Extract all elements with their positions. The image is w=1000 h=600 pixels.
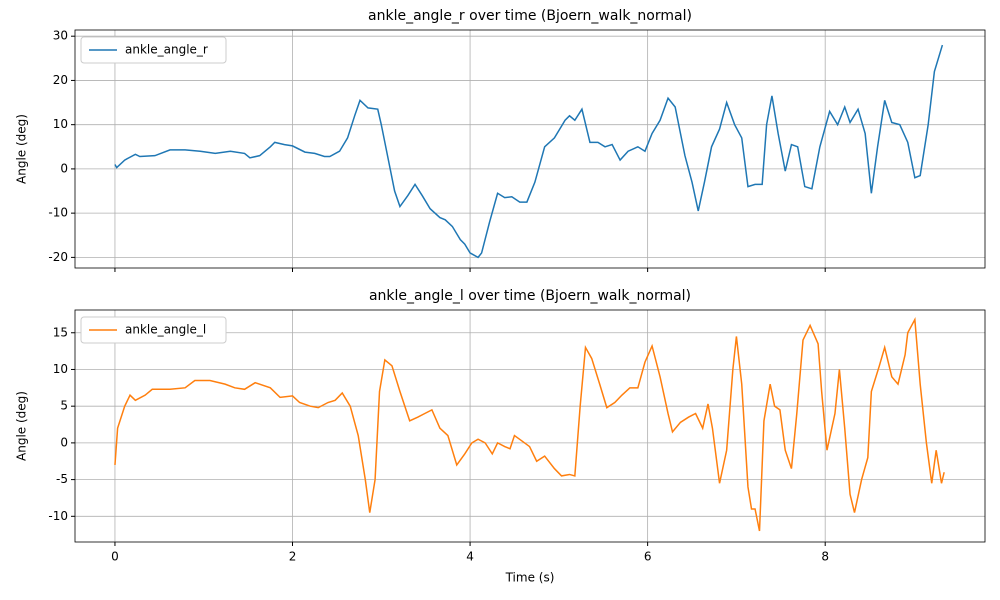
y-axis-label: Angle (deg) [15, 114, 29, 184]
y-tick-label: 5 [60, 399, 68, 413]
x-tick-label: 0 [111, 550, 119, 564]
chart-title: ankle_angle_r over time (Bjoern_walk_nor… [368, 8, 692, 24]
x-tick-label: 6 [644, 550, 652, 564]
legend-label: ankle_angle_r [125, 43, 208, 57]
x-tick-label: 4 [466, 550, 474, 564]
y-tick-label: -10 [48, 509, 68, 523]
axes-frame [74, 309, 986, 543]
legend-box [80, 316, 227, 344]
y-tick-label: 10 [53, 362, 68, 376]
data-line [114, 316, 945, 532]
x-axis-label: Time (s) [505, 571, 555, 585]
subplot: ankle_angle_l over time (Bjoern_walk_nor… [15, 288, 986, 585]
y-tick-label: 30 [53, 29, 68, 43]
chart-title: ankle_angle_l over time (Bjoern_walk_nor… [369, 288, 691, 304]
legend-box [80, 36, 227, 64]
y-tick-label: 15 [53, 325, 68, 339]
x-tick-label: 8 [821, 550, 829, 564]
y-axis-label: Angle (deg) [15, 391, 29, 461]
data-line [114, 44, 944, 259]
y-tick-label: 0 [60, 161, 68, 175]
legend-label: ankle_angle_l [125, 323, 206, 337]
x-tick-label: 2 [289, 550, 297, 564]
y-tick-label: -5 [56, 472, 68, 486]
y-tick-label: -20 [48, 250, 68, 264]
y-tick-label: 20 [53, 73, 68, 87]
y-tick-label: 0 [60, 435, 68, 449]
legend: ankle_angle_r [80, 36, 227, 64]
y-tick-label: 10 [53, 117, 68, 131]
y-tick-label: -10 [48, 206, 68, 220]
legend: ankle_angle_l [80, 316, 227, 344]
axes-frame [74, 29, 986, 269]
subplot: ankle_angle_r over time (Bjoern_walk_nor… [15, 8, 986, 272]
